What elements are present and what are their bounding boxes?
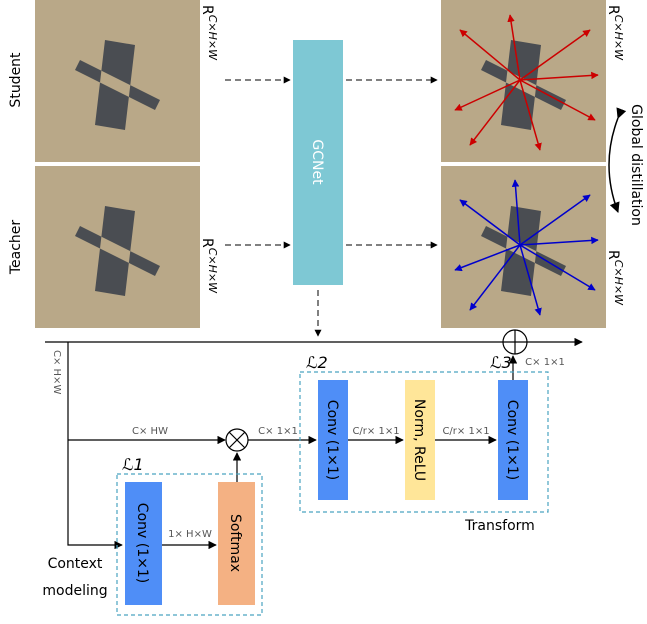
context-label: Context xyxy=(48,556,103,572)
context-label: modeling xyxy=(42,583,107,599)
norm-label: Norm, ReLU xyxy=(411,399,427,481)
feature-sup: C×H×W xyxy=(612,15,625,61)
diagram: Student Teacher RC×H×W RC×H×W RC×H×W RC×… xyxy=(0,0,647,620)
feature-label: RC×H×W xyxy=(199,5,219,61)
shape-label: C/r× 1×1 xyxy=(352,426,399,437)
teacher-label: Teacher xyxy=(8,220,24,276)
conv-label: Conv (1×1) xyxy=(504,400,520,480)
shape-label: C× H×W xyxy=(51,350,62,394)
feature-base: R xyxy=(605,250,621,260)
block-id: ℒ1 xyxy=(122,455,144,474)
student-label: Student xyxy=(8,52,24,108)
feature-label: RC×H×W xyxy=(605,250,625,306)
softmax-label: Softmax xyxy=(227,514,243,572)
global-distillation-label: Global distillation xyxy=(628,104,644,226)
distill-arrow xyxy=(609,118,618,212)
feature-base: R xyxy=(199,238,215,248)
feature-label: RC×H×W xyxy=(605,5,625,61)
conv-label: Conv (1×1) xyxy=(134,503,150,583)
shape-label: 1× H×W xyxy=(168,529,212,540)
shape-label: C× HW xyxy=(132,426,168,437)
feature-sup: C×H×W xyxy=(612,260,625,306)
gcnet-label: GCNet xyxy=(309,139,325,185)
shape-label: C× 1×1 xyxy=(525,357,565,368)
feature-base: R xyxy=(605,5,621,15)
conv-label: Conv (1×1) xyxy=(324,400,340,480)
feature-base: R xyxy=(199,5,215,15)
feature-sup: C×H×W xyxy=(206,248,219,294)
block-id: ℒ2 xyxy=(306,353,328,372)
feature-label: RC×H×W xyxy=(199,238,219,294)
block-id: ℒ3 xyxy=(490,353,512,372)
feature-sup: C×H×W xyxy=(206,15,219,61)
shape-label: C× 1×1 xyxy=(258,426,298,437)
transform-label: Transform xyxy=(464,518,535,534)
shape-label: C/r× 1×1 xyxy=(442,426,489,437)
